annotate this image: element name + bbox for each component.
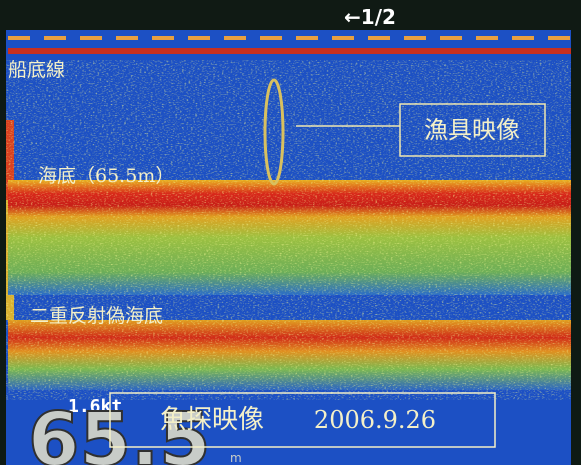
noise (6, 60, 571, 400)
seabed-label: 海底（65.5m） (38, 165, 174, 187)
gear-echo-label: 漁具映像 (424, 116, 520, 144)
page: ←1/2 船底線 漁具映像 海底（65.5m） 二重反射偽海底 1.6kt 65… (0, 0, 581, 465)
caption-title: 魚探映像 (160, 405, 264, 435)
page-indicator: ←1/2 (344, 5, 396, 29)
keel-band (8, 48, 571, 54)
false-seabed-label: 二重反射偽海底 (30, 305, 163, 327)
depth-unit: m (230, 451, 242, 465)
caption-date: 2006.9.26 (314, 406, 436, 434)
keel-line-label: 船底線 (8, 59, 65, 81)
sonar-screen: ←1/2 船底線 漁具映像 海底（65.5m） 二重反射偽海底 1.6kt 65… (0, 0, 581, 465)
top-bar (0, 0, 581, 30)
